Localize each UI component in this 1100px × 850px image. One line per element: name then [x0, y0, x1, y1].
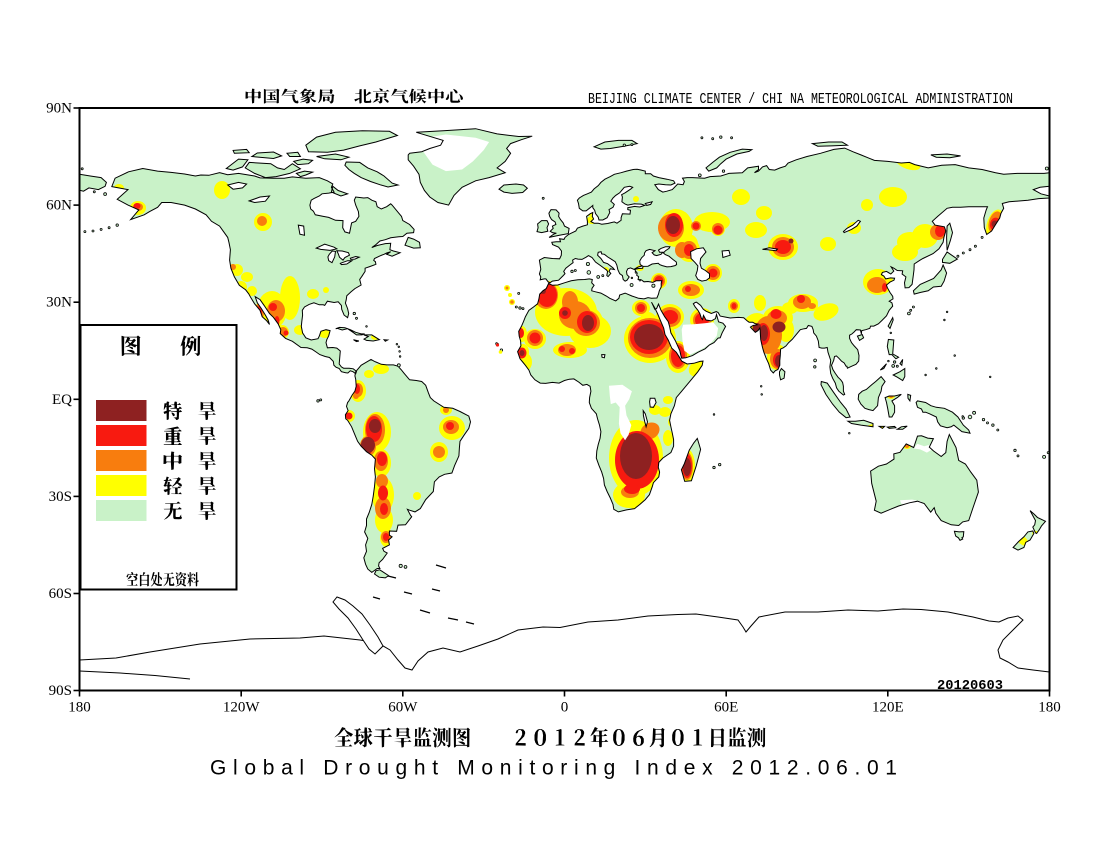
svg-text:30S: 30S — [49, 489, 72, 505]
svg-text:60N: 60N — [46, 198, 72, 214]
svg-text:EQ: EQ — [52, 392, 72, 408]
svg-text:60W: 60W — [388, 700, 418, 716]
svg-text:BEIJING CLIMATE CENTER / CHI N: BEIJING CLIMATE CENTER / CHI NA METEOROL… — [588, 91, 1013, 108]
svg-text:120E: 120E — [872, 700, 904, 716]
svg-text:30N: 30N — [46, 295, 72, 311]
svg-text:0: 0 — [561, 700, 569, 716]
svg-text:60S: 60S — [49, 586, 72, 602]
svg-text:180: 180 — [1038, 700, 1061, 716]
svg-text:90N: 90N — [46, 101, 72, 117]
svg-text:120W: 120W — [223, 700, 261, 716]
svg-text:60E: 60E — [714, 700, 738, 716]
svg-text:90S: 90S — [49, 683, 72, 699]
svg-text:180: 180 — [68, 700, 91, 716]
svg-text:Global Drought Monitoring Inde: Global Drought Monitoring Index 2012.06.… — [210, 757, 897, 780]
svg-text:20120603: 20120603 — [937, 678, 1003, 694]
